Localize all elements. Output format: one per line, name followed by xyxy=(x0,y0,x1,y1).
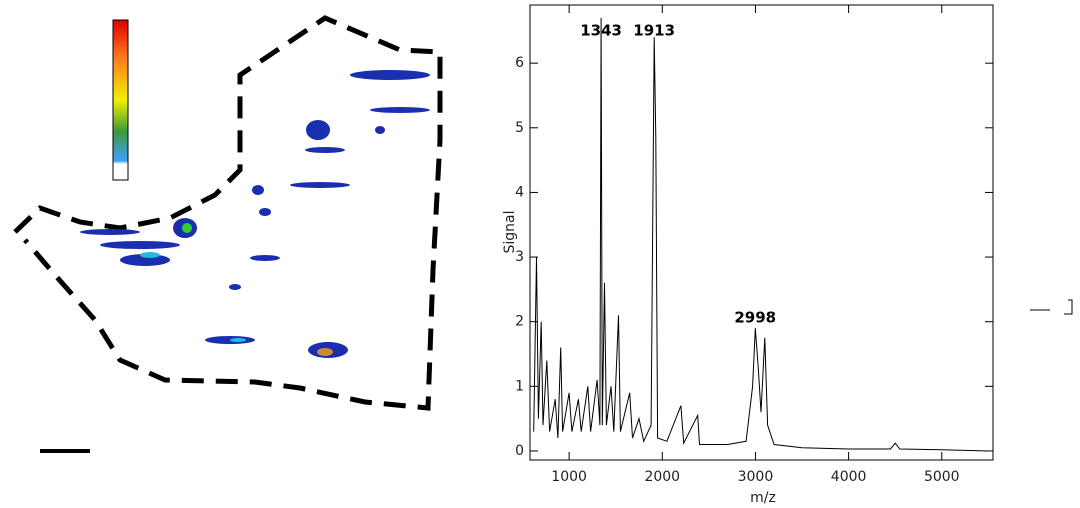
x-tick-label: 3000 xyxy=(738,469,774,485)
x-tick-label: 5000 xyxy=(924,469,960,485)
spectrum-line xyxy=(533,17,989,452)
ion-hotspots xyxy=(140,223,333,356)
ion-spots xyxy=(80,70,430,358)
y-tick-label: 4 xyxy=(515,184,524,200)
tissue-outline xyxy=(13,15,443,411)
y-tick-label: 6 xyxy=(515,55,524,71)
y-tick-label: 1 xyxy=(515,378,524,394)
x-tick-label: 4000 xyxy=(831,469,867,485)
y-tick-label: 0 xyxy=(515,443,524,459)
y-tick-label: 2 xyxy=(515,314,524,330)
peak-label: 1913 xyxy=(633,22,675,40)
x-tick-label: 1000 xyxy=(551,469,587,485)
y-axis-label: Signal xyxy=(502,210,518,253)
x-tick-label: 2000 xyxy=(644,469,680,485)
peak-label: 1343 xyxy=(580,22,622,40)
tissue-map xyxy=(13,15,443,453)
y-tick-label: 5 xyxy=(515,120,524,136)
y-tick-label: 3 xyxy=(515,249,524,265)
spectrum-panel: m/z Signal xyxy=(502,4,994,506)
x-axis-label: m/z xyxy=(750,490,776,506)
peak-label: 2998 xyxy=(734,309,776,327)
colorbar-fragment xyxy=(1030,299,1073,315)
plot-frame xyxy=(529,4,994,461)
colorbar xyxy=(112,19,129,181)
